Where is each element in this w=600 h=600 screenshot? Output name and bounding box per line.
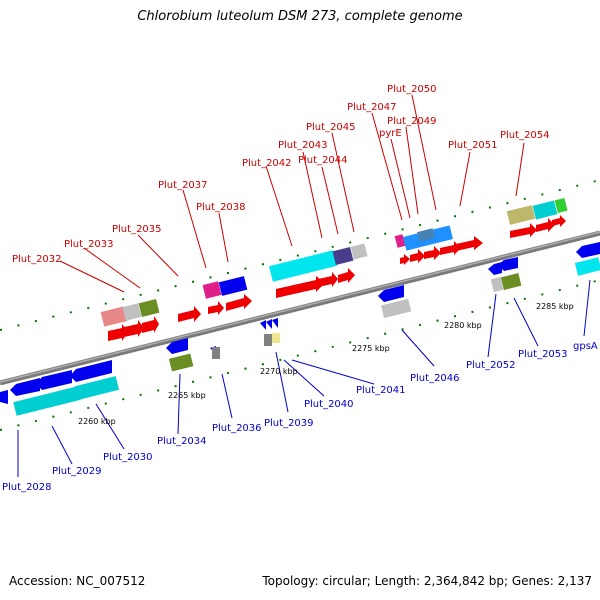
scale-label-2275: 2275 kbp [352,344,390,353]
gene-label-pyre: pyrE [379,128,402,139]
gene-label-plut-2041: Plut_2041 [356,385,406,396]
scale-label-2260: 2260 kbp [78,417,116,426]
gene-label-gpsa: gpsA [573,341,598,352]
gene-label-plut-2032: Plut_2032 [12,254,62,265]
reverse-leaders [17,279,591,477]
gene-label-plut-2047: Plut_2047 [347,102,397,113]
map-title: Chlorobium luteolum DSM 273, complete ge… [137,9,463,24]
scale-label-2270: 2270 kbp [260,367,298,376]
gene-label-plut-2036: Plut_2036 [212,423,262,434]
gene-label-plut-2053: Plut_2053 [518,349,568,360]
forward-arrows [108,215,566,341]
gene-label-plut-2042: Plut_2042 [242,158,292,169]
reverse-colored-boxes [13,257,600,416]
gene-label-plut-2045: Plut_2045 [306,122,356,133]
gene-label-plut-2049: Plut_2049 [387,116,437,127]
genome-backbone-highlight [0,231,600,383]
reverse-arrows [0,242,600,404]
gene-label-plut-2044: Plut_2044 [298,155,348,166]
gene-label-plut-2029: Plut_2029 [52,466,102,477]
gene-label-plut-2035: Plut_2035 [112,224,162,235]
scale-label-2265: 2265 kbp [168,391,206,400]
gene-label-plut-2033: Plut_2033 [64,239,114,250]
gene-label-plut-2052: Plut_2052 [466,360,516,371]
gene-label-plut-2028: Plut_2028 [2,482,52,493]
forward-colored-boxes [100,197,568,327]
tick-row-outer-bottom [0,279,600,431]
accession-text: Accession: NC_007512 [9,574,146,588]
gene-label-plut-2043: Plut_2043 [278,140,328,151]
gene-label-plut-2046: Plut_2046 [410,373,460,384]
gene-label-plut-2034: Plut_2034 [157,436,207,447]
scale-label-2280: 2280 kbp [444,321,482,330]
forward-leaders [59,94,525,293]
genome-stats-text: Topology: circular; Length: 2,364,842 bp… [262,574,592,588]
gene-label-plut-2040: Plut_2040 [304,399,354,410]
gene-label-plut-2038: Plut_2038 [196,202,246,213]
gene-label-plut-2050: Plut_2050 [387,84,437,95]
genome-backbone [0,230,600,386]
gene-label-plut-2039: Plut_2039 [264,418,314,429]
gene-label-plut-2030: Plut_2030 [103,452,153,463]
gene-label-plut-2054: Plut_2054 [500,130,550,141]
gene-label-plut-2037: Plut_2037 [158,180,208,191]
scale-label-2285: 2285 kbp [536,302,574,311]
gene-label-plut-2051: Plut_2051 [448,140,498,151]
